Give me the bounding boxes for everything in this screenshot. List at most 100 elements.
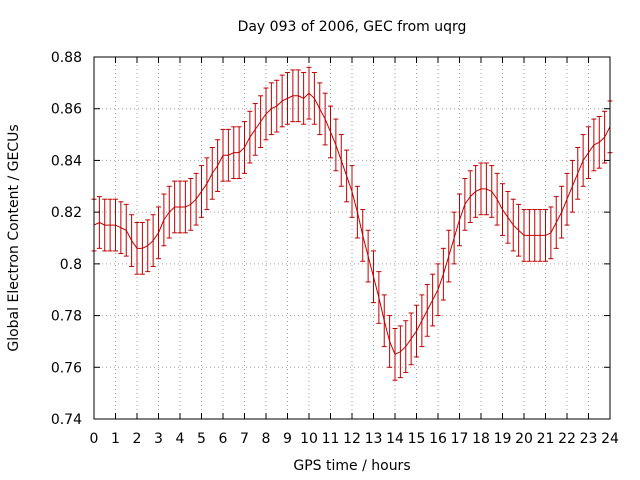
error-bar [543, 209, 548, 262]
x-tick-label: 4 [176, 431, 185, 447]
y-tick-label: 0.76 [51, 360, 82, 376]
error-bar [258, 95, 264, 148]
x-tick-label: 8 [262, 431, 271, 447]
error-bar [403, 320, 409, 373]
x-tick-label: 18 [472, 431, 490, 447]
error-bar [564, 172, 570, 226]
x-tick-label: 20 [515, 431, 533, 447]
error-bar [263, 87, 269, 141]
x-tick-label: 12 [343, 431, 361, 447]
error-bar [521, 209, 527, 262]
error-bar [301, 72, 307, 125]
error-bar [559, 185, 565, 239]
error-bar [182, 180, 188, 234]
error-bar [408, 312, 414, 366]
x-tick-label: 24 [601, 431, 619, 447]
error-bar [414, 304, 419, 358]
error-bar [139, 221, 145, 275]
y-tick-label: 0.86 [51, 102, 82, 118]
error-bar [333, 118, 339, 172]
error-bar [172, 180, 178, 234]
x-tick-label: 0 [90, 431, 99, 447]
error-bar [462, 178, 468, 231]
x-tick-label: 6 [219, 431, 228, 447]
error-bar [295, 69, 301, 123]
error-bar [419, 294, 425, 348]
error-bar [231, 126, 237, 180]
error-bar [360, 209, 366, 262]
error-bar [516, 203, 522, 257]
error-bar [387, 315, 393, 368]
error-bar [424, 284, 430, 337]
error-bar [166, 185, 172, 239]
error-bar [344, 149, 350, 203]
gec-series [91, 66, 613, 381]
error-bar [311, 72, 317, 125]
x-tick-label: 15 [408, 431, 426, 447]
gec-line [93, 92, 611, 356]
x-tick-label: 14 [386, 431, 404, 447]
error-bar [430, 273, 436, 327]
error-bar [134, 221, 140, 275]
error-bar [268, 82, 274, 136]
error-bar [591, 118, 597, 172]
error-bar [586, 126, 591, 180]
x-axis-label: GPS time / hours [293, 458, 410, 474]
error-bar [118, 201, 124, 255]
error-bar [548, 206, 554, 260]
error-bar [446, 229, 452, 283]
error-bar [371, 250, 376, 304]
x-tick-label: 11 [322, 431, 340, 447]
x-tick-label: 5 [197, 431, 206, 447]
error-bar [123, 203, 129, 257]
error-bar [209, 147, 215, 200]
x-tick-label: 9 [283, 431, 292, 447]
error-bar [247, 110, 253, 164]
error-bar [553, 196, 559, 249]
error-bar [193, 172, 199, 226]
error-bar [473, 165, 479, 218]
error-bar [204, 157, 210, 211]
error-bar [457, 193, 462, 247]
error-bar [537, 209, 543, 262]
error-bar [349, 165, 355, 218]
error-bar [242, 121, 247, 174]
y-tick-label: 0.84 [51, 153, 82, 169]
error-bar [381, 294, 387, 348]
error-bar [596, 115, 602, 169]
x-tick-label: 23 [580, 431, 598, 447]
error-bar [500, 183, 505, 236]
error-bar [365, 229, 371, 283]
error-bar [236, 126, 242, 180]
error-bar [113, 198, 118, 252]
x-tick-label: 7 [240, 431, 249, 447]
error-bar [569, 159, 575, 213]
error-bar [575, 147, 581, 200]
error-bar [526, 209, 532, 262]
error-bar [306, 66, 312, 120]
error-bar [225, 128, 231, 182]
x-tick-label: 13 [365, 431, 383, 447]
y-tick-label: 0.82 [51, 205, 82, 221]
error-bar [107, 198, 113, 252]
error-bar [602, 110, 608, 164]
error-bar [220, 128, 226, 182]
y-tick-label: 0.74 [51, 412, 82, 428]
error-bar [317, 82, 323, 136]
error-bar [532, 209, 538, 262]
error-bar [328, 105, 333, 159]
x-tick-label: 21 [537, 431, 555, 447]
y-tick-label: 0.88 [51, 50, 82, 66]
error-bar [435, 263, 441, 317]
error-bar [338, 134, 344, 187]
error-bar [96, 196, 102, 249]
error-bar [156, 206, 161, 260]
error-bar [489, 165, 495, 218]
error-bar [580, 134, 586, 187]
error-bar [150, 214, 156, 267]
error-bar [177, 180, 183, 234]
error-bar [397, 325, 403, 379]
error-bar [129, 214, 135, 267]
error-bar [510, 198, 516, 252]
